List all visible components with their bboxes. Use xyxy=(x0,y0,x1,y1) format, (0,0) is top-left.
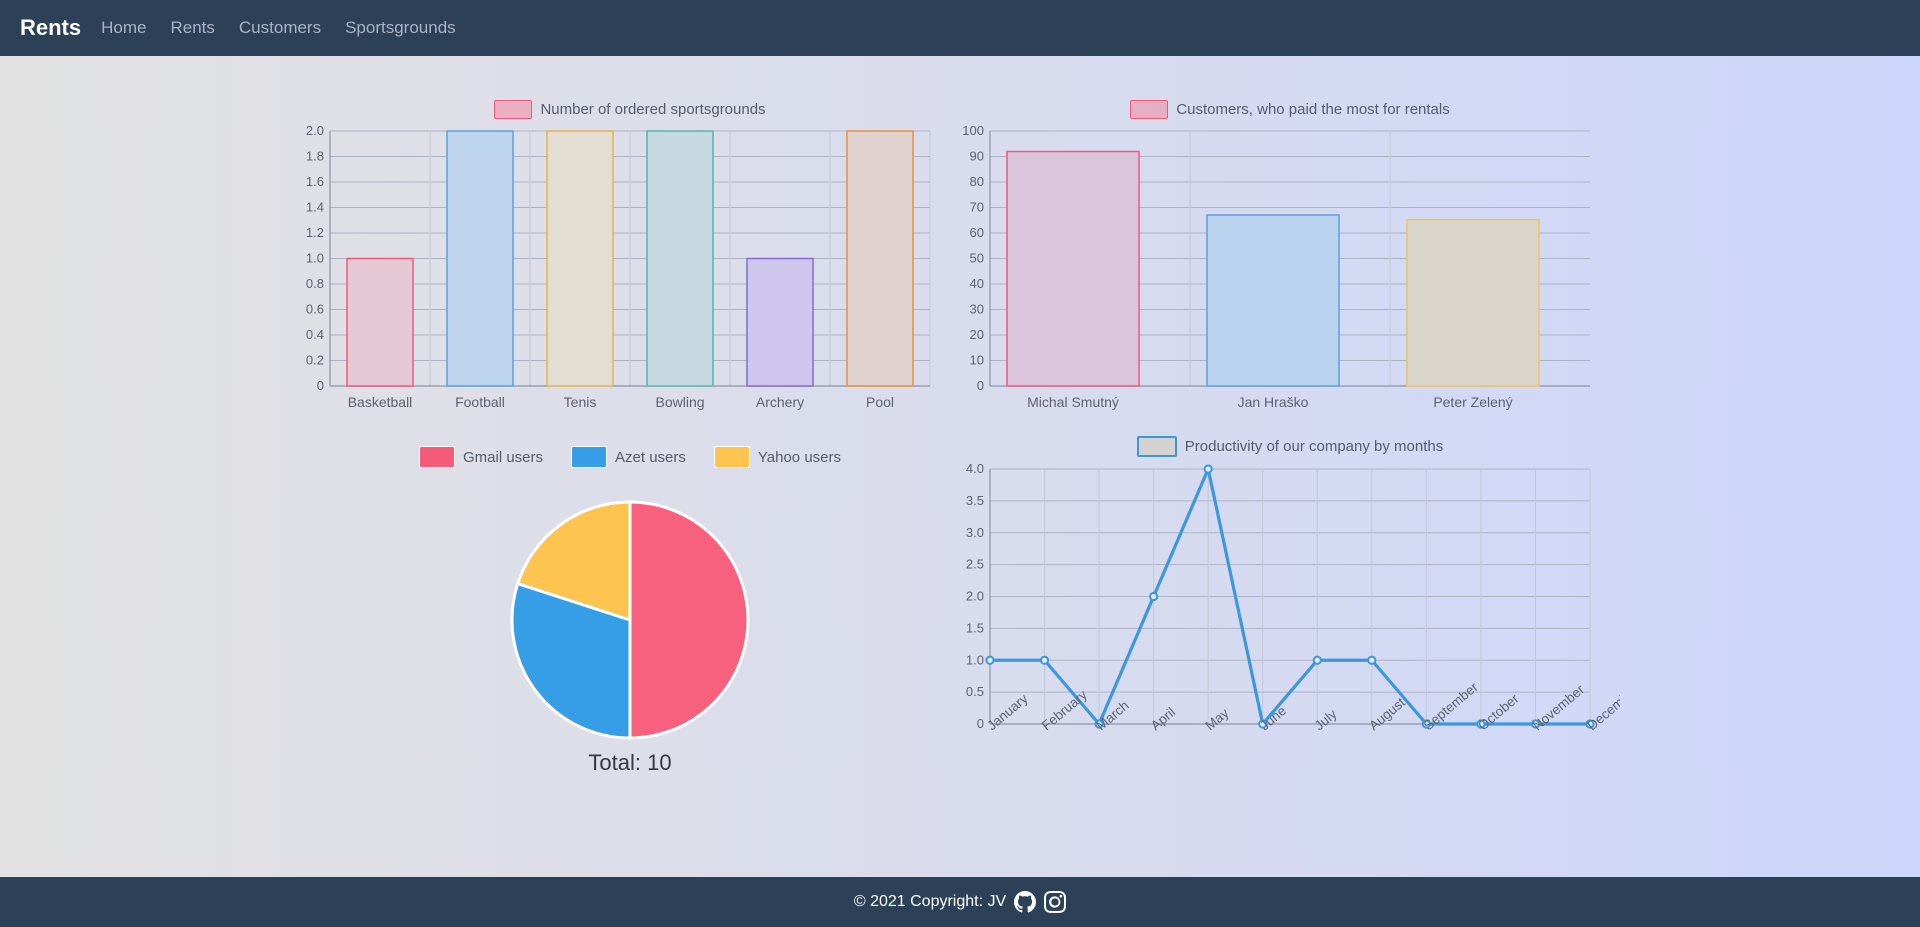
svg-text:July: July xyxy=(1312,706,1340,733)
svg-text:Peter Zelený: Peter Zelený xyxy=(1433,394,1512,410)
svg-text:Michal Smutný: Michal Smutný xyxy=(1027,394,1119,410)
svg-text:90: 90 xyxy=(970,149,984,164)
svg-text:80: 80 xyxy=(970,174,984,189)
svg-text:Pool: Pool xyxy=(866,394,894,410)
svg-text:3.0: 3.0 xyxy=(966,525,984,540)
svg-text:2.0: 2.0 xyxy=(306,123,324,138)
svg-text:0.2: 0.2 xyxy=(306,353,324,368)
svg-text:4.0: 4.0 xyxy=(966,461,984,476)
svg-text:0: 0 xyxy=(317,378,324,393)
svg-text:50: 50 xyxy=(970,251,984,266)
svg-text:1.0: 1.0 xyxy=(306,251,324,266)
svg-text:October: October xyxy=(1475,691,1522,734)
svg-text:0.8: 0.8 xyxy=(306,276,324,291)
svg-text:Total: 10: Total: 10 xyxy=(588,750,671,775)
svg-text:Bowling: Bowling xyxy=(655,394,704,410)
svg-text:0: 0 xyxy=(977,378,984,393)
svg-text:April: April xyxy=(1148,704,1178,733)
svg-text:Tenis: Tenis xyxy=(564,394,597,410)
svg-text:Jan Hraško: Jan Hraško xyxy=(1238,394,1309,410)
svg-text:60: 60 xyxy=(970,225,984,240)
svg-text:1.0: 1.0 xyxy=(966,652,984,667)
svg-text:January: January xyxy=(984,691,1031,734)
svg-text:Archery: Archery xyxy=(756,394,804,410)
svg-text:1.2: 1.2 xyxy=(306,225,324,240)
svg-text:May: May xyxy=(1202,705,1231,733)
svg-text:1.8: 1.8 xyxy=(306,149,324,164)
svg-text:20: 20 xyxy=(970,327,984,342)
svg-text:10: 10 xyxy=(970,353,984,368)
svg-text:100: 100 xyxy=(962,123,984,138)
svg-text:August: August xyxy=(1366,695,1408,734)
svg-text:0.6: 0.6 xyxy=(306,302,324,317)
svg-text:0.4: 0.4 xyxy=(306,327,324,342)
svg-text:0: 0 xyxy=(977,716,984,731)
svg-text:February: February xyxy=(1039,687,1090,733)
svg-text:30: 30 xyxy=(970,302,984,317)
svg-text:2.5: 2.5 xyxy=(966,557,984,572)
svg-text:40: 40 xyxy=(970,276,984,291)
svg-text:June: June xyxy=(1257,703,1289,733)
svg-text:2.0: 2.0 xyxy=(966,589,984,604)
svg-text:1.4: 1.4 xyxy=(306,200,324,215)
svg-text:0.5: 0.5 xyxy=(966,684,984,699)
svg-text:Football: Football xyxy=(455,394,505,410)
svg-text:70: 70 xyxy=(970,200,984,215)
svg-text:Basketball: Basketball xyxy=(348,394,413,410)
svg-text:3.5: 3.5 xyxy=(966,493,984,508)
svg-text:1.5: 1.5 xyxy=(966,620,984,635)
svg-text:1.6: 1.6 xyxy=(306,174,324,189)
